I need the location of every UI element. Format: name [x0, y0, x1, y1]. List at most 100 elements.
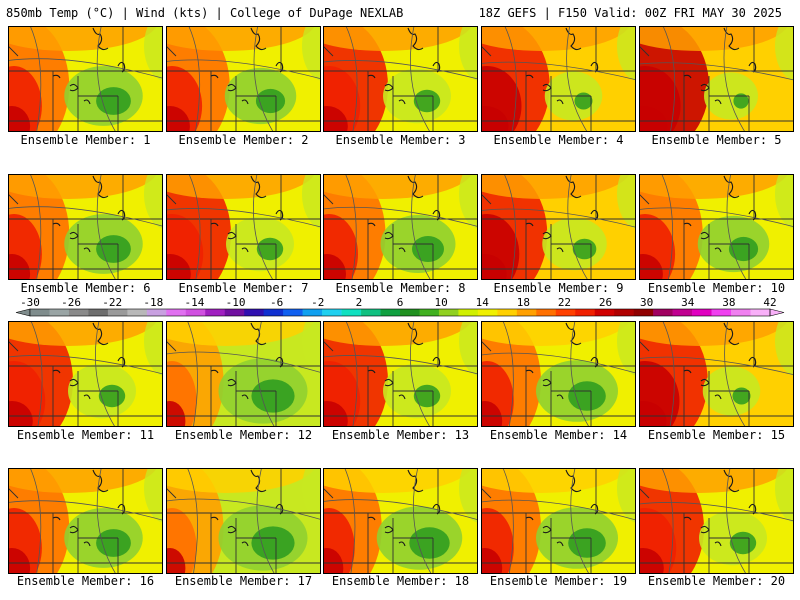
colorbar-tick-label: 2 [356, 296, 363, 309]
colorbar-tick-label: -18 [143, 296, 163, 309]
temperature-map-field [481, 321, 636, 427]
ensemble-member-map [481, 26, 636, 132]
temperature-map-field [166, 26, 321, 132]
temperature-colorbar: -30 -26 -22 -18 -14 -10 -6 -2 2 6 10 14 18 22 26 30 34 38… [15, 296, 785, 317]
colorbar-swatch [750, 309, 771, 316]
ensemble-member-map [323, 174, 478, 280]
temperature-map-field [323, 174, 478, 280]
ensemble-member-label: Ensemble Member: 19 [489, 574, 628, 588]
temperature-map-field [481, 26, 636, 132]
temperature-map-field [166, 468, 321, 574]
colorbar-swatch [88, 309, 109, 316]
ensemble-member-label: Ensemble Member: 13 [331, 428, 470, 442]
colorbar-swatch [107, 309, 128, 316]
ensemble-member-label: Ensemble Member: 4 [493, 133, 624, 147]
colorbar-tick-label: 34 [681, 296, 695, 309]
colorbar-swatch [438, 309, 459, 316]
colorbar-swatch [322, 309, 342, 316]
colorbar-max-arrow [769, 308, 785, 317]
colorbar-tick-label: -10 [226, 296, 246, 309]
colorbar-swatch [380, 309, 401, 316]
colorbar-swatch [68, 309, 89, 316]
ensemble-member-map [323, 321, 478, 427]
colorbar-swatch [400, 309, 420, 316]
colorbar-swatch [497, 309, 518, 316]
ensemble-member-label: Ensemble Member: 9 [493, 281, 624, 295]
colorbar-swatch [205, 309, 226, 316]
ensemble-member-label: Ensemble Member: 12 [174, 428, 313, 442]
ensemble-member-map [481, 174, 636, 280]
ensemble-member-label: Ensemble Member: 11 [16, 428, 155, 442]
ensemble-member-map [8, 26, 163, 132]
colorbar-tick-label: -22 [102, 296, 122, 309]
ensemble-member-label: Ensemble Member: 1 [20, 133, 151, 147]
ensemble-member-map [8, 174, 163, 280]
ensemble-member-map [639, 26, 794, 132]
ensemble-member-label: Ensemble Member: 3 [335, 133, 466, 147]
colorbar-tick-label: -2 [311, 296, 324, 309]
ensemble-member-map [8, 468, 163, 574]
ensemble-member-map [481, 321, 636, 427]
temperature-map-field [323, 321, 478, 427]
colorbar-tick-label: 10 [434, 296, 447, 309]
ensemble-member-map [166, 321, 321, 427]
colorbar-tick-label: 14 [476, 296, 490, 309]
colorbar-swatch [127, 309, 148, 316]
ensemble-member-map [639, 174, 794, 280]
colorbar-swatch [244, 309, 264, 316]
colorbar-swatch [361, 309, 381, 316]
temperature-map-field [639, 26, 794, 132]
colorbar-min-arrow [15, 308, 31, 317]
colorbar-swatch [185, 309, 206, 316]
temperature-map-field [8, 468, 163, 574]
header-title-right: 18Z GEFS | F150 Valid: 00Z FRI MAY 30 20… [478, 6, 782, 20]
colorbar-swatch [224, 309, 245, 316]
ensemble-member-label: Ensemble Member: 20 [647, 574, 786, 588]
ensemble-member-map [166, 174, 321, 280]
temperature-map-field [166, 321, 321, 427]
colorbar-swatch [49, 309, 70, 316]
colorbar-swatch [711, 309, 732, 316]
colorbar-swatch [166, 309, 187, 316]
colorbar-swatch [653, 309, 673, 316]
ensemble-member-map [323, 468, 478, 574]
colorbar-tick-label: 22 [558, 296, 571, 309]
colorbar-swatch [536, 309, 557, 316]
colorbar-tick-label: -30 [20, 296, 40, 309]
colorbar-tick-label: -14 [185, 296, 205, 309]
colorbar-tick-label: 30 [640, 296, 653, 309]
ensemble-member-map [166, 468, 321, 574]
colorbar-swatch [575, 309, 596, 316]
ensemble-member-label: Ensemble Member: 10 [647, 281, 786, 295]
colorbar-swatch [594, 309, 615, 316]
colorbar-tick-label: 18 [517, 296, 530, 309]
ensemble-member-label: Ensemble Member: 2 [178, 133, 309, 147]
colorbar-swatch [672, 309, 693, 316]
temperature-map-field [481, 468, 636, 574]
header-title-left: 850mb Temp (°C) | Wind (kts) | College o… [6, 6, 404, 20]
temperature-map-field [481, 174, 636, 280]
colorbar-swatch [283, 309, 303, 316]
colorbar-swatch [458, 309, 479, 316]
colorbar-swatch [30, 309, 50, 316]
colorbar-tick-label: 26 [599, 296, 612, 309]
temperature-map-field [8, 26, 163, 132]
colorbar-swatch [302, 309, 323, 316]
ensemble-member-map [481, 468, 636, 574]
ensemble-member-label: Ensemble Member: 7 [178, 281, 309, 295]
ensemble-member-map [323, 26, 478, 132]
ensemble-member-label: Ensemble Member: 5 [651, 133, 782, 147]
ensemble-member-label: Ensemble Member: 15 [647, 428, 786, 442]
ensemble-member-label: Ensemble Member: 6 [20, 281, 151, 295]
colorbar-swatch [731, 309, 751, 316]
colorbar-swatch [263, 309, 284, 316]
colorbar-tick-label: -6 [270, 296, 283, 309]
ensemble-member-map [166, 26, 321, 132]
ensemble-member-map [639, 468, 794, 574]
temperature-map-field [8, 321, 163, 427]
ensemble-member-map [8, 321, 163, 427]
colorbar-swatch [555, 309, 576, 316]
colorbar-swatch [633, 309, 654, 316]
temperature-map-field [639, 468, 794, 574]
